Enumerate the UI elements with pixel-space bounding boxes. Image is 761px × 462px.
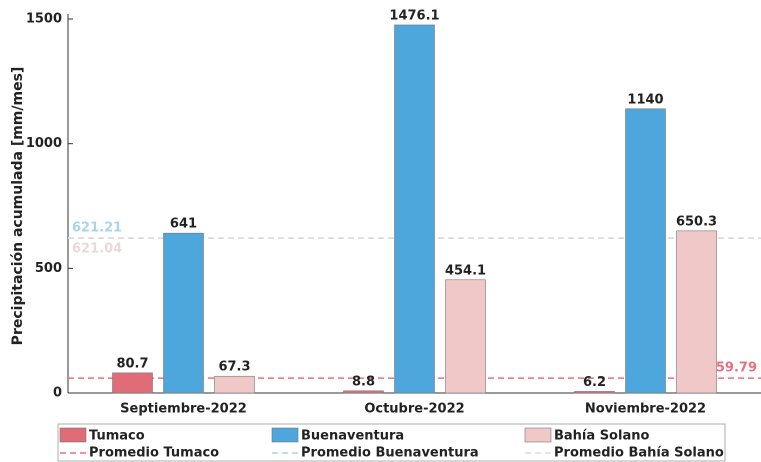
legend-label: Bahía Solano (554, 429, 649, 444)
bar (625, 108, 666, 394)
legend-box (57, 423, 726, 462)
value-label: 650.3 (676, 214, 717, 229)
bar (676, 230, 717, 394)
legend-label: Promedio Buenaventura (301, 446, 479, 461)
bar (163, 232, 204, 394)
legend-label: Promedio Bahía Solano (554, 446, 724, 461)
y-tick-label: 500 (35, 261, 62, 276)
y-tick-label: 0 (53, 386, 62, 401)
legend-swatch (271, 427, 299, 443)
x-tick-label: Septiembre-2022 (120, 402, 247, 417)
legend-label: Tumaco (89, 429, 145, 444)
legend-swatch (524, 427, 552, 443)
value-label: 6.2 (583, 375, 606, 390)
y-tick-label: 1000 (26, 136, 62, 151)
bar (343, 390, 384, 394)
average-label: 59.79 (716, 361, 757, 376)
bar (574, 391, 615, 394)
legend-label: Buenaventura (301, 429, 404, 444)
bar (112, 372, 153, 394)
x-tick-label: Octubre-2022 (364, 402, 464, 417)
x-tick-label: Noviembre-2022 (585, 402, 706, 417)
average-label: 621.04 (72, 242, 122, 257)
bar (394, 24, 435, 394)
value-label: 641 (170, 217, 197, 232)
bar (214, 375, 255, 394)
value-label: 454.1 (445, 263, 486, 278)
value-label: 1476.1 (389, 8, 439, 23)
legend-swatch (59, 427, 87, 443)
value-label: 67.3 (218, 360, 250, 375)
value-label: 1140 (627, 92, 663, 107)
value-label: 80.7 (116, 356, 148, 371)
legend-label: Promedio Tumaco (89, 446, 219, 461)
y-tick-label: 1500 (26, 12, 62, 27)
bar (445, 279, 486, 394)
average-label: 621.21 (72, 221, 122, 236)
value-label: 8.8 (352, 374, 375, 389)
y-axis-label: Precipitación acumulada [mm/mes] (10, 67, 26, 346)
